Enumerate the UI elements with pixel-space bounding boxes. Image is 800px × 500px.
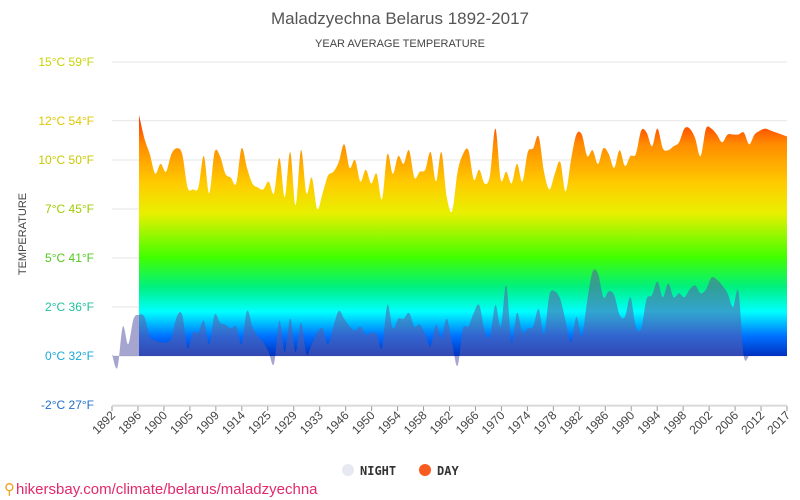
x-tick-label: 1962 [427, 408, 456, 437]
x-tick-label: 1914 [219, 408, 248, 437]
y-tick-label: -2°C 27°F [41, 398, 94, 412]
y-tick-label: 7°C 45°F [45, 202, 94, 216]
x-tick-label: 1990 [609, 408, 638, 437]
x-tick-label: 1986 [583, 408, 612, 437]
x-tick-label: 1998 [660, 408, 689, 437]
y-tick-label: 12°C 54°F [38, 114, 94, 128]
x-tick-label: 1950 [349, 408, 378, 437]
x-tick-label: 1946 [323, 408, 352, 437]
legend-item-day[interactable]: DAY [419, 464, 459, 478]
chart-title: Maladzyechna Belarus 1892-2017 [271, 9, 529, 28]
x-tick-label: 1925 [245, 408, 274, 437]
source-url: hikersbay.com/climate/belarus/maladzyech… [16, 481, 318, 498]
x-tick-label: 1974 [505, 408, 534, 437]
x-tick-label: 1929 [271, 408, 300, 437]
legend-night-label: NIGHT [360, 464, 396, 478]
y-axis-ticks: 15°C 59°F 12°C 54°F 10°C 50°F 7°C 45°F 5°C 4… [38, 55, 94, 412]
x-tick-label: 1905 [167, 408, 196, 437]
y-axis-label: TEMPERATURE [17, 193, 29, 275]
x-tick-label: 1896 [115, 408, 144, 437]
night-series-area [112, 269, 787, 369]
chart-subtitle: YEAR AVERAGE TEMPERATURE [315, 38, 485, 50]
plot-area [112, 114, 787, 369]
legend: NIGHT DAY [342, 464, 459, 478]
x-tick-label: 2012 [738, 408, 767, 437]
y-tick-label: 10°C 50°F [38, 153, 94, 167]
x-tick-label: 1966 [453, 408, 482, 437]
y-tick-label: 0°C 32°F [45, 349, 94, 363]
x-tick-label: 1958 [401, 408, 430, 437]
map-pin-icon: ⚲ [4, 481, 15, 498]
x-tick-label: 2002 [686, 408, 715, 437]
legend-item-night[interactable]: NIGHT [342, 464, 396, 478]
x-tick-label: 1909 [193, 408, 222, 437]
x-tick-label: 1900 [141, 408, 170, 437]
x-tick-label: 1982 [557, 408, 586, 437]
day-series-area [139, 114, 787, 356]
y-tick-label: 2°C 36°F [45, 300, 94, 314]
x-tick-label: 1978 [531, 408, 560, 437]
x-axis-ticks: 1892189619001905190919141925192919331946… [89, 405, 793, 437]
legend-night-swatch [342, 464, 354, 476]
x-tick-label: 1954 [375, 408, 404, 437]
source-link[interactable]: ⚲hikersbay.com/climate/belarus/maladzyec… [4, 480, 318, 498]
legend-day-label: DAY [437, 464, 459, 478]
x-tick-label: 2017 [764, 408, 793, 437]
legend-day-swatch [419, 464, 431, 476]
x-tick-label: 1994 [635, 408, 664, 437]
y-tick-label: 5°C 41°F [45, 251, 94, 265]
x-tick-label: 1892 [89, 408, 118, 437]
x-tick-label: 2006 [712, 408, 741, 437]
y-tick-label: 15°C 59°F [38, 55, 94, 69]
x-tick-label: 1970 [479, 408, 508, 437]
x-tick-label: 1933 [297, 408, 326, 437]
